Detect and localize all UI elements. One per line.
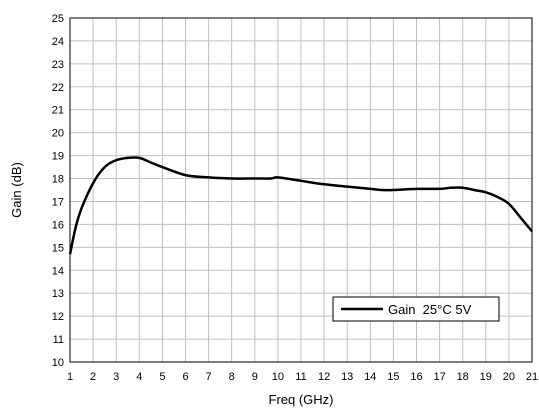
x-tick-label: 10 bbox=[272, 371, 284, 383]
y-tick-label: 25 bbox=[52, 13, 64, 25]
x-tick-label: 7 bbox=[206, 371, 212, 383]
x-tick-label: 11 bbox=[295, 371, 306, 383]
x-tick-label: 16 bbox=[410, 371, 422, 383]
y-tick-label: 20 bbox=[52, 128, 64, 140]
y-tick-label: 11 bbox=[53, 334, 64, 346]
x-tick-label: 1 bbox=[67, 371, 73, 383]
y-tick-label: 15 bbox=[52, 242, 64, 254]
legend-label: Gain 25°C 5V bbox=[388, 302, 472, 317]
legend: Gain 25°C 5V bbox=[332, 296, 500, 322]
y-tick-label: 17 bbox=[52, 196, 64, 208]
y-tick-label: 16 bbox=[52, 219, 64, 231]
x-tick-label: 13 bbox=[341, 371, 353, 383]
y-tick-label: 12 bbox=[52, 311, 64, 323]
x-tick-label: 6 bbox=[182, 371, 188, 383]
y-tick-labels: 10 11 12 13 14 15 16 17 18 19 20 21 22 23 24 25 bbox=[52, 13, 64, 369]
x-tick-label: 14 bbox=[364, 371, 376, 383]
x-tick-label: 4 bbox=[136, 371, 142, 383]
x-tick-label: 19 bbox=[480, 371, 492, 383]
x-tick-label: 21 bbox=[526, 371, 538, 383]
x-tick-label: 8 bbox=[229, 371, 235, 383]
x-tick-labels: 1 2 3 4 5 6 7 8 9 10 11 12 13 14 15 16 17 18 19 20 21 bbox=[67, 371, 538, 383]
y-tick-label: 18 bbox=[52, 174, 64, 186]
y-axis-label: Gain (dB) bbox=[9, 162, 24, 218]
x-tick-label: 9 bbox=[252, 371, 258, 383]
x-tick-label: 17 bbox=[433, 371, 445, 383]
series-lines bbox=[68, 156, 533, 255]
plot-border bbox=[69, 17, 533, 363]
x-axis-label: Freq (GHz) bbox=[269, 392, 334, 407]
x-tick-label: 15 bbox=[387, 371, 399, 383]
y-tick-label: 24 bbox=[52, 36, 64, 48]
y-tick-label: 14 bbox=[52, 265, 64, 277]
y-tick-label: 21 bbox=[52, 105, 64, 117]
x-tick-label: 12 bbox=[318, 371, 330, 383]
x-tick-label: 20 bbox=[503, 371, 515, 383]
y-tick-label: 23 bbox=[52, 59, 64, 71]
x-tick-label: 5 bbox=[159, 371, 165, 383]
y-tick-label: 19 bbox=[52, 151, 64, 163]
y-tick-label: 22 bbox=[52, 82, 64, 94]
y-tick-label: 13 bbox=[52, 288, 64, 300]
series-line-gain bbox=[68, 156, 533, 255]
y-tick-label: 10 bbox=[52, 357, 64, 369]
x-tick-label: 18 bbox=[457, 371, 469, 383]
x-tick-label: 2 bbox=[90, 371, 96, 383]
x-tick-label: 3 bbox=[113, 371, 119, 383]
